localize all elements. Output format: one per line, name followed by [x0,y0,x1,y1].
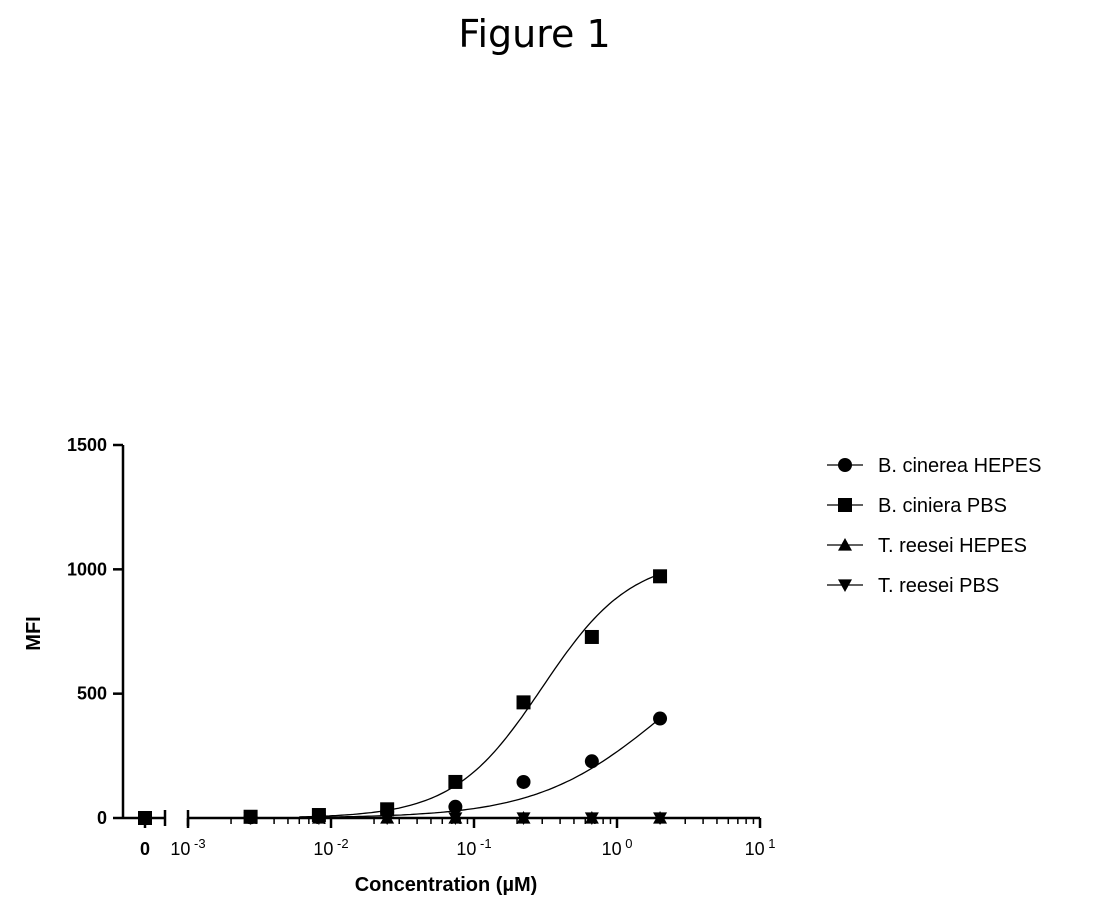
data-point-series-4 [516,812,531,825]
legend-label: T. reesei PBS [878,575,999,597]
x-tick-label: 10 1 [745,836,776,859]
data-point-series-4 [380,812,395,825]
legend-marker [838,579,852,592]
x-axis-title: Concentration (µM) [355,874,538,896]
legend-label: B. cinerea HEPES [878,455,1041,477]
y-tick-label: 1000 [67,559,107,579]
figure-title: Figure 1 [458,12,611,56]
fit-curve-1 [299,717,661,819]
data-point-series-4 [243,812,258,825]
x-tick-label: 10 -3 [170,836,205,859]
x-tick-base: 10 [313,839,333,859]
y-tick-label: 500 [77,684,107,704]
x-tick-label: 10 0 [602,836,633,859]
data-point-series-4 [448,812,463,825]
data-point-series-2 [653,569,668,584]
legend-marker [838,538,852,551]
data-point-series-4 [138,812,152,825]
chart-legend: B. cinerea HEPES B. ciniera PBS T. reesei … [827,455,1041,597]
x-tick-base: 10 [602,839,622,859]
x-tick-label: 10 -1 [456,836,491,859]
y-tick-label: 1500 [67,435,107,455]
legend-entry-3: T. reesei HEPES [827,535,1027,557]
x-tick-base: 10 [170,839,190,859]
fit-curves [299,573,661,819]
data-point-series-1 [516,774,531,789]
y-tick-label: 0 [97,808,107,828]
x-tick-base: 10 [456,839,476,859]
x-tick-exponent: 1 [765,836,776,851]
legend-entry-4: T. reesei PBS [827,575,999,597]
y-axis-title: MFI [23,616,45,650]
data-point-series-2 [584,629,599,644]
x-tick-label: 10 -2 [313,836,348,859]
data-point-series-4 [653,812,668,825]
x-tick-exponent: -1 [476,836,491,851]
legend-label: T. reesei HEPES [878,535,1027,557]
x-tick-label: 0 [140,839,150,859]
data-point-series-1 [448,799,463,814]
legend-entry-1: B. cinerea HEPES [827,455,1041,477]
data-point-series-4 [311,812,326,825]
data-point-series-4 [584,812,599,825]
legend-marker [838,458,852,472]
x-tick-exponent: -3 [190,836,205,851]
legend-label: B. ciniera PBS [878,495,1007,517]
fit-curve-2 [299,573,661,818]
legend-entry-2: B. ciniera PBS [827,495,1007,517]
x-tick-exponent: -2 [333,836,348,851]
x-tick-exponent: 0 [622,836,633,851]
data-point-series-2 [516,695,531,710]
data-point-series-1 [653,711,668,726]
data-point-series-1 [584,754,599,769]
legend-marker [838,498,852,512]
data-points [138,569,668,825]
data-point-series-2 [448,774,463,789]
x-tick-base: 10 [745,839,765,859]
